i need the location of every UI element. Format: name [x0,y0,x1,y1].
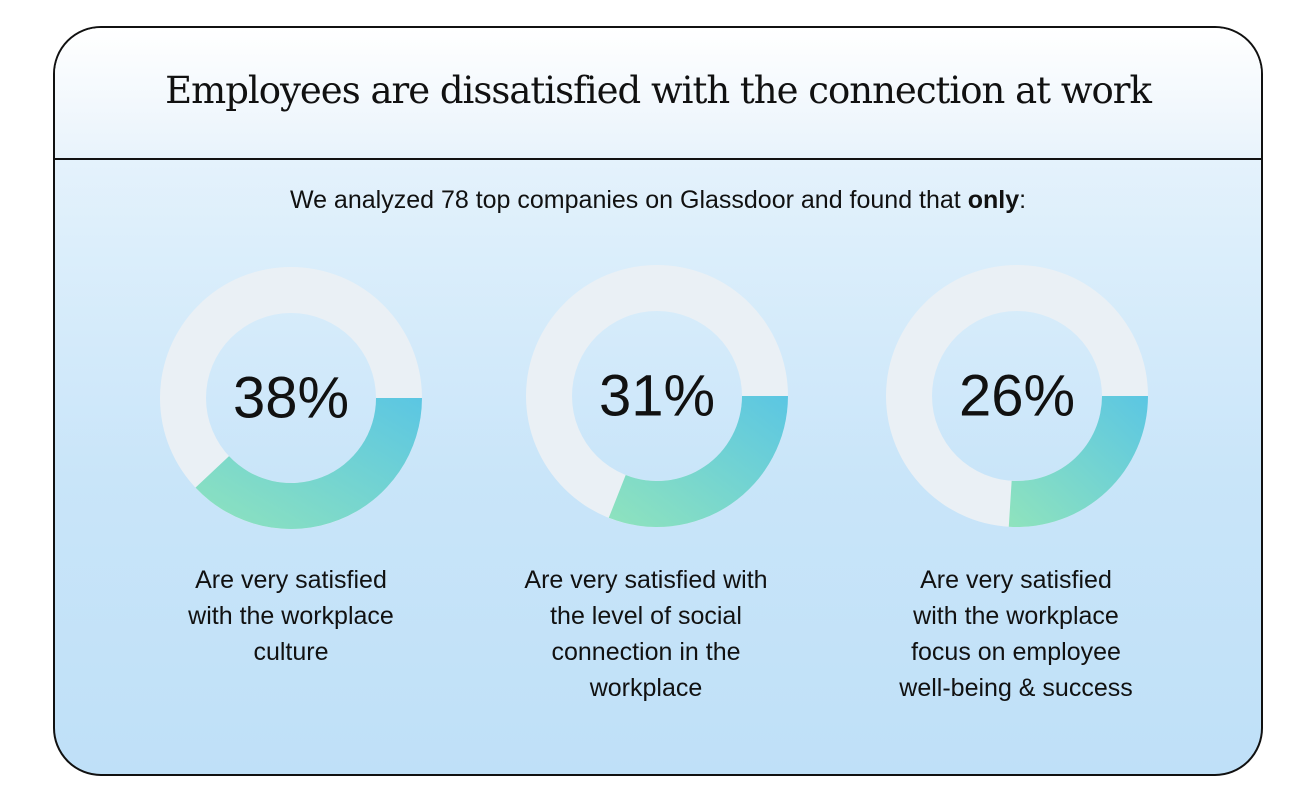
caption-line: the level of social [550,602,742,630]
donut-chart-social-connection: 31% [522,261,792,531]
donut-value-arc [195,398,422,529]
caption-line: with the workplace [913,602,1119,630]
intro-text-before: We analyzed 78 top companies on Glassdoo… [289,186,968,214]
donut-chart-wellbeing: 26% [882,261,1152,531]
donut-svg-culture: 38% [160,266,423,530]
caption-social-connection: Are very satisfied with the level of soc… [476,562,816,706]
caption-line: workplace [589,674,703,702]
donut-svg-wellbeing: 26% [886,264,1148,528]
caption-line: Are very satisfied with [524,566,768,594]
card-header: Employees are dissatisfied with the conn… [55,28,1261,160]
donut-svg-social-connection: 31% [526,264,788,528]
caption-line: well-being & success [899,674,1133,702]
donut-chart-culture: 38% [156,263,426,533]
intro-text-after: : [1019,186,1027,214]
caption-line: Are very satisfied [920,566,1112,594]
donut-value-arc [1008,396,1148,527]
donut-percent-label: 26% [959,364,1075,429]
donut-percent-label: 38% [233,366,349,431]
caption-wellbeing: Are very satisfied with the workplace fo… [846,562,1186,706]
intro-text: We analyzed 78 top companies on Glassdoo… [55,186,1261,215]
caption-line: culture [253,638,329,666]
caption-line: with the workplace [188,602,394,630]
donut-percent-label: 31% [599,364,715,429]
donut-value-arc [608,396,788,527]
infographic-card: Employees are dissatisfied with the conn… [53,26,1263,776]
caption-line: Are very satisfied [195,566,387,594]
intro-emphasis: only [967,186,1020,214]
caption-line: focus on employee [911,638,1121,666]
page-title: Employees are dissatisfied with the conn… [165,68,1152,112]
caption-line: connection in the [551,638,741,666]
caption-culture: Are very satisfied with the workplace cu… [121,562,461,670]
